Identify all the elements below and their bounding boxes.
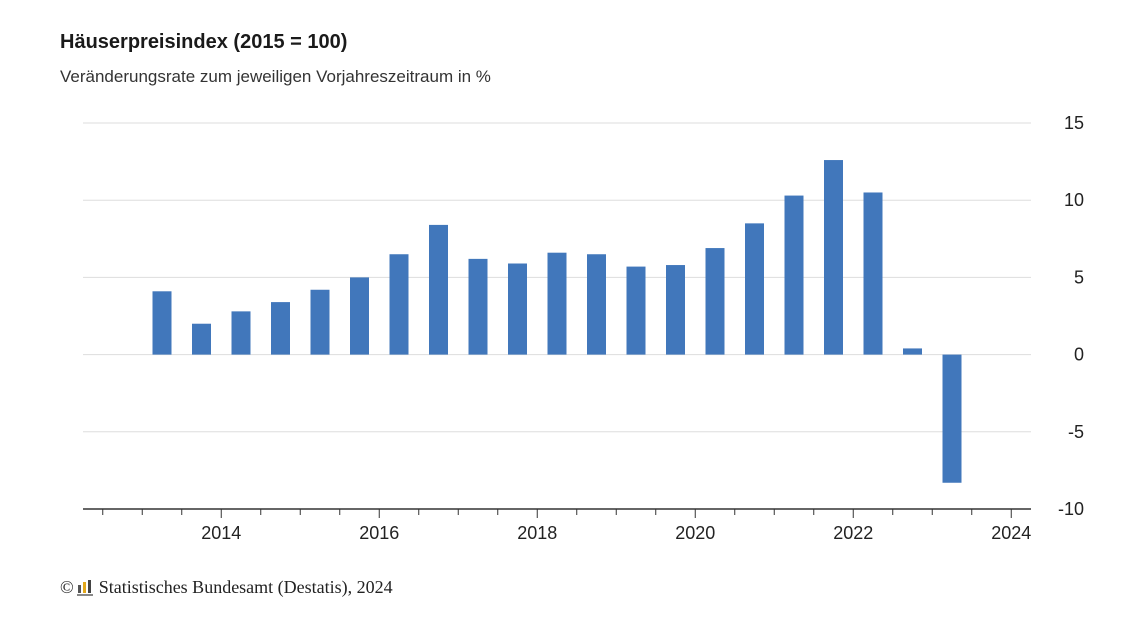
y-tick-label: -10 xyxy=(1058,499,1084,519)
bar xyxy=(784,195,804,355)
bar xyxy=(310,289,330,355)
source-footer: © Statistisches Bundesamt (Destatis), 20… xyxy=(60,577,393,598)
bar xyxy=(468,258,488,355)
source-text: Statistisches Bundesamt (Destatis), 2024 xyxy=(98,577,393,597)
bar xyxy=(863,192,883,355)
bar xyxy=(587,254,606,355)
bar xyxy=(666,265,685,355)
bar xyxy=(508,263,527,355)
bar xyxy=(745,223,764,355)
bar xyxy=(626,266,646,355)
bar xyxy=(192,323,211,355)
bar xyxy=(350,277,369,355)
bar xyxy=(705,248,725,355)
y-tick-label: 5 xyxy=(1074,267,1084,287)
bar xyxy=(231,311,251,355)
y-tick-label: 15 xyxy=(1064,113,1084,133)
x-tick-label: 2020 xyxy=(675,523,715,543)
y-tick-label: 0 xyxy=(1074,345,1084,365)
bar xyxy=(152,291,172,355)
x-tick-label: 2014 xyxy=(201,523,241,543)
x-axis-labels: 2014 2016 2018 2020 2022 2024 xyxy=(201,523,1031,543)
chart-title: Häuserpreisindex (2015 = 100) xyxy=(60,31,348,53)
bar xyxy=(903,348,922,355)
chart-subtitle: Veränderungsrate zum jeweiligen Vorjahre… xyxy=(60,67,491,86)
bar xyxy=(547,252,567,355)
copyright-symbol: © xyxy=(60,577,74,597)
bar xyxy=(429,224,448,355)
x-tick-label: 2022 xyxy=(833,523,873,543)
x-tick-label: 2024 xyxy=(991,523,1031,543)
bar xyxy=(271,302,290,355)
x-tick-label: 2018 xyxy=(517,523,557,543)
y-tick-label: -5 xyxy=(1068,422,1084,442)
bar xyxy=(942,354,962,483)
x-axis xyxy=(83,508,1031,518)
bars xyxy=(152,160,962,483)
bar xyxy=(824,160,843,355)
bar xyxy=(389,254,409,355)
y-tick-label: 10 xyxy=(1064,190,1084,210)
y-axis-labels: 15 10 5 0 -5 -10 xyxy=(1058,113,1084,519)
destatis-logo-icon xyxy=(76,579,93,596)
x-tick-label: 2016 xyxy=(359,523,399,543)
